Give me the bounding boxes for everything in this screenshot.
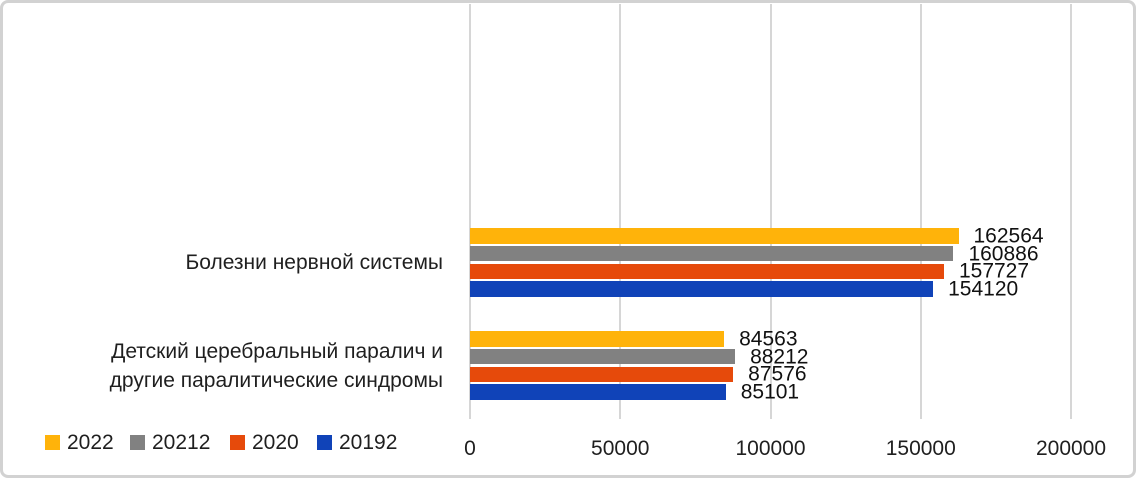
gridline: [769, 4, 772, 419]
legend-item-20212: 20212: [130, 430, 211, 454]
legend-swatch-icon: [230, 434, 245, 450]
bar-data-label: 157727: [958, 259, 1030, 283]
bar-data-label: 162564: [973, 224, 1044, 248]
gridline: [1070, 4, 1072, 419]
bar-2022-1: [470, 228, 959, 244]
bar-20192-1: [470, 281, 934, 297]
legend-item-2020: 2020: [230, 430, 299, 454]
bar-data-label: 88212: [750, 345, 809, 369]
bar-20212-1: [470, 245, 954, 262]
legend-swatch-icon: [130, 434, 145, 450]
legend-swatch-icon: [45, 434, 60, 450]
bar-data-label: 84563: [739, 327, 798, 351]
x-tick-label: 200000: [1035, 437, 1107, 460]
bar-data-label: 160886: [968, 242, 1039, 266]
bar-20192-2: [470, 384, 726, 400]
gridline: [469, 4, 471, 419]
bar-20212-2: [470, 348, 736, 365]
x-tick-label: 150000: [885, 437, 956, 460]
gridline: [919, 4, 922, 419]
x-tick-label: 100000: [735, 437, 806, 460]
bar-data-label: 154120: [948, 277, 1019, 301]
legend-label: 2022: [67, 430, 114, 454]
category-label: Болезни нервной системы: [185, 251, 443, 274]
legend-item-2022: 2022: [45, 430, 114, 454]
bar-data-label: 85101: [740, 380, 800, 404]
x-tick-label: 50000: [591, 437, 650, 460]
legend-label: 2020: [252, 430, 299, 454]
bar-2020-2: [470, 366, 734, 383]
bar-data-label: 87576: [748, 362, 807, 386]
legend-label: 20212: [152, 430, 211, 454]
legend-item-20192: 20192: [317, 430, 398, 454]
category-label: Детский церебральный паралич и другие па…: [109, 339, 443, 392]
gridline: [619, 4, 622, 419]
bar-2022-2: [470, 331, 725, 347]
legend-label: 20192: [339, 430, 398, 454]
bar-2020-1: [470, 263, 944, 280]
legend-swatch-icon: [317, 434, 332, 450]
x-tick-label: 0: [464, 437, 476, 460]
